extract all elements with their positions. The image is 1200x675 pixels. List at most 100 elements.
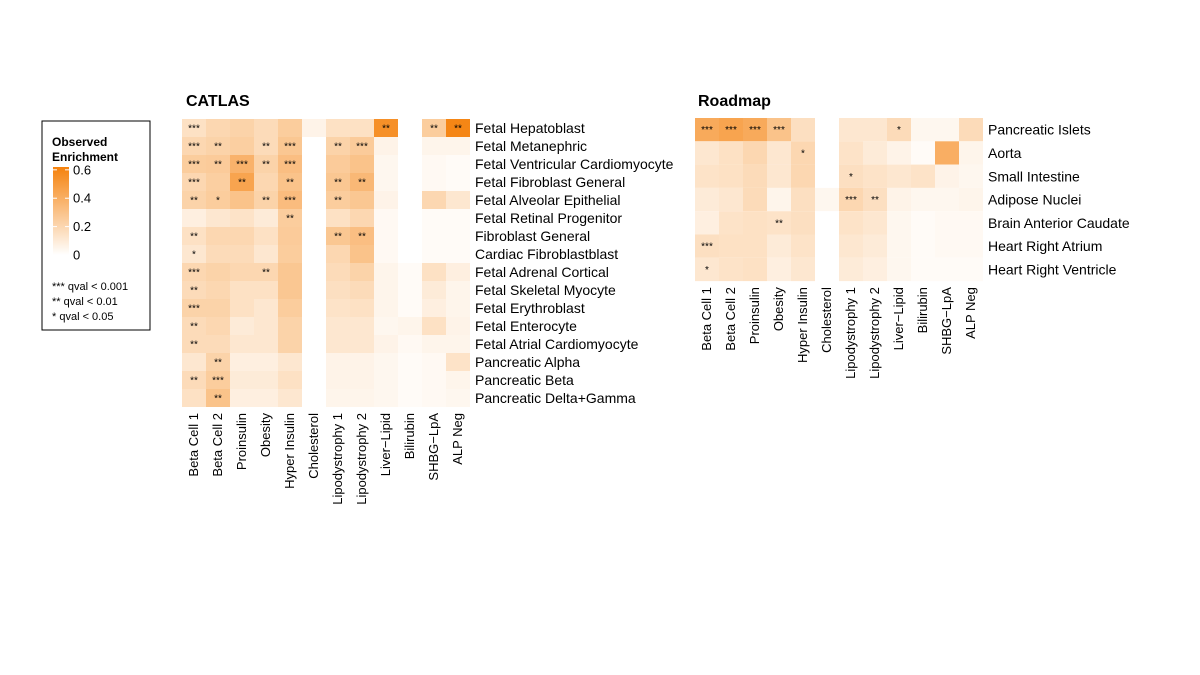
heatmap-cell-catlas-r9-c5 bbox=[302, 281, 326, 299]
heatmap-cell-catlas-r10-c3 bbox=[254, 299, 278, 317]
heatmap-cell-catlas-r9-c9 bbox=[398, 281, 422, 299]
col-label-roadmap-2: Proinsulin bbox=[747, 287, 762, 344]
heatmap-cell-catlas-r0-c3 bbox=[254, 119, 278, 137]
heatmap-cell-catlas-r14-c1 bbox=[206, 371, 230, 389]
row-label-catlas-12: Fetal Atrial Cardiomyocyte bbox=[475, 336, 639, 352]
heatmap-cell-catlas-r11-c5 bbox=[302, 317, 326, 335]
heatmap-cell-catlas-r12-c6 bbox=[326, 335, 350, 353]
heatmap-cell-catlas-r1-c4 bbox=[278, 137, 302, 155]
significance-label-roadmap-r1-c4: * bbox=[801, 148, 805, 159]
heatmap-cell-roadmap-r5-c2 bbox=[743, 234, 767, 258]
heatmap-cell-catlas-r2-c10 bbox=[422, 155, 446, 173]
significance-label-catlas-r3-c4: ** bbox=[286, 178, 294, 189]
heatmap-cell-roadmap-r3-c10 bbox=[935, 187, 959, 212]
heatmap-cell-roadmap-r6-c8 bbox=[887, 257, 911, 282]
heatmap-cell-catlas-r15-c1 bbox=[206, 389, 230, 407]
heatmap-cell-roadmap-r3-c5 bbox=[815, 187, 839, 212]
heatmap-cell-catlas-r9-c7 bbox=[350, 281, 374, 299]
heatmap-cell-catlas-r14-c6 bbox=[326, 371, 350, 389]
heatmap-cell-catlas-r11-c1 bbox=[206, 317, 230, 335]
legend-note-1: *** qval < 0.001 bbox=[52, 281, 128, 293]
heatmap-cell-catlas-r12-c3 bbox=[254, 335, 278, 353]
heatmap-cell-catlas-r13-c9 bbox=[398, 353, 422, 371]
heatmap-cell-roadmap-r5-c5 bbox=[815, 234, 839, 258]
heatmap-cell-catlas-r4-c10 bbox=[422, 191, 446, 209]
heatmap-cell-roadmap-r1-c11 bbox=[959, 141, 983, 165]
heatmap-cell-catlas-r15-c8 bbox=[374, 389, 398, 407]
significance-label-catlas-r4-c0: ** bbox=[190, 196, 198, 207]
heatmap-cell-catlas-r12-c9 bbox=[398, 335, 422, 353]
row-label-catlas-11: Fetal Enterocyte bbox=[475, 318, 577, 334]
heatmap-cell-catlas-r10-c6 bbox=[326, 299, 350, 317]
heatmap-cell-catlas-r12-c10 bbox=[422, 335, 446, 353]
heatmap-cell-catlas-r3-c11 bbox=[446, 173, 470, 191]
heatmap-cell-catlas-r10-c0 bbox=[182, 299, 206, 317]
heatmap-cell-roadmap-r5-c6 bbox=[839, 234, 863, 258]
heatmap-cell-roadmap-r6-c3 bbox=[767, 257, 791, 282]
heatmap-cell-catlas-r7-c8 bbox=[374, 245, 398, 263]
heatmap-cell-roadmap-r2-c7 bbox=[863, 164, 887, 188]
heatmap-cell-catlas-r2-c4 bbox=[278, 155, 302, 173]
heatmap-cell-roadmap-r3-c7 bbox=[863, 187, 887, 212]
heatmap-cell-roadmap-r0-c11 bbox=[959, 118, 983, 142]
heatmap-cell-catlas-r8-c11 bbox=[446, 263, 470, 281]
heatmap-cell-roadmap-r5-c7 bbox=[863, 234, 887, 258]
heatmap-cell-roadmap-r1-c9 bbox=[911, 141, 935, 165]
heatmap-cell-roadmap-r0-c4 bbox=[791, 118, 815, 142]
significance-label-catlas-r1-c1: ** bbox=[214, 142, 222, 153]
col-label-catlas-8: Liver−Lipid bbox=[378, 413, 393, 476]
heatmap-cell-catlas-r2-c9 bbox=[398, 155, 422, 173]
heatmap-cell-catlas-r3-c1 bbox=[206, 173, 230, 191]
heatmap-cell-catlas-r4-c8 bbox=[374, 191, 398, 209]
heatmap-cell-roadmap-r0-c7 bbox=[863, 118, 887, 142]
heatmap-cell-roadmap-r6-c11 bbox=[959, 257, 983, 282]
heatmap-cell-catlas-r12-c2 bbox=[230, 335, 254, 353]
heatmap-cell-catlas-r0-c7 bbox=[350, 119, 374, 137]
heatmap-cell-catlas-r3-c3 bbox=[254, 173, 278, 191]
heatmap-cell-catlas-r7-c9 bbox=[398, 245, 422, 263]
heatmap-cell-catlas-r5-c7 bbox=[350, 209, 374, 227]
heatmap-cell-catlas-r5-c6 bbox=[326, 209, 350, 227]
significance-label-catlas-r10-c0: *** bbox=[188, 304, 200, 315]
col-label-catlas-1: Beta Cell 2 bbox=[210, 413, 225, 477]
heatmap-cell-catlas-r13-c8 bbox=[374, 353, 398, 371]
heatmap-cell-roadmap-r6-c0 bbox=[695, 257, 719, 282]
heatmap-cell-catlas-r12-c1 bbox=[206, 335, 230, 353]
heatmap-cell-roadmap-r4-c7 bbox=[863, 211, 887, 235]
heatmap-cell-catlas-r7-c6 bbox=[326, 245, 350, 263]
heatmap-cell-roadmap-r0-c8 bbox=[887, 118, 911, 142]
heatmap-cell-catlas-r12-c7 bbox=[350, 335, 374, 353]
heatmap-cell-catlas-r2-c5 bbox=[302, 155, 326, 173]
row-label-roadmap-4: Brain Anterior Caudate bbox=[988, 215, 1130, 231]
heatmap-cell-catlas-r6-c6 bbox=[326, 227, 350, 245]
heatmap-cell-catlas-r5-c1 bbox=[206, 209, 230, 227]
col-label-roadmap-6: Lipodystrophy 1 bbox=[843, 287, 858, 379]
heatmap-cell-roadmap-r1-c10 bbox=[935, 141, 959, 165]
heatmap-cell-catlas-r1-c3 bbox=[254, 137, 278, 155]
significance-label-roadmap-r0-c0: *** bbox=[701, 125, 713, 136]
heatmap-cell-catlas-r11-c11 bbox=[446, 317, 470, 335]
row-label-catlas-4: Fetal Alveolar Epithelial bbox=[475, 192, 621, 208]
heatmap-cell-roadmap-r6-c2 bbox=[743, 257, 767, 282]
heatmap-cell-roadmap-r6-c6 bbox=[839, 257, 863, 282]
heatmap-cell-catlas-r14-c5 bbox=[302, 371, 326, 389]
heatmap-cell-roadmap-r4-c3 bbox=[767, 211, 791, 235]
row-label-catlas-10: Fetal Erythroblast bbox=[475, 300, 585, 316]
heatmap-cell-catlas-r0-c6 bbox=[326, 119, 350, 137]
heatmap-cell-roadmap-r3-c1 bbox=[719, 187, 743, 212]
significance-label-catlas-r15-c1: ** bbox=[214, 394, 222, 405]
heatmap-cell-catlas-r5-c10 bbox=[422, 209, 446, 227]
col-label-roadmap-8: Liver−Lipid bbox=[891, 287, 906, 350]
heatmap-cell-catlas-r12-c4 bbox=[278, 335, 302, 353]
row-label-catlas-1: Fetal Metanephric bbox=[475, 138, 587, 154]
heatmap-cell-roadmap-r1-c6 bbox=[839, 141, 863, 165]
heatmap-cell-catlas-r4-c1 bbox=[206, 191, 230, 209]
col-label-catlas-3: Obesity bbox=[258, 413, 273, 458]
significance-label-catlas-r6-c0: ** bbox=[190, 232, 198, 243]
significance-label-catlas-r4-c3: ** bbox=[262, 196, 270, 207]
heatmap-cell-catlas-r14-c0 bbox=[182, 371, 206, 389]
heatmap-cell-catlas-r5-c11 bbox=[446, 209, 470, 227]
legend-colorbar bbox=[53, 167, 69, 255]
heatmap-cell-catlas-r4-c3 bbox=[254, 191, 278, 209]
